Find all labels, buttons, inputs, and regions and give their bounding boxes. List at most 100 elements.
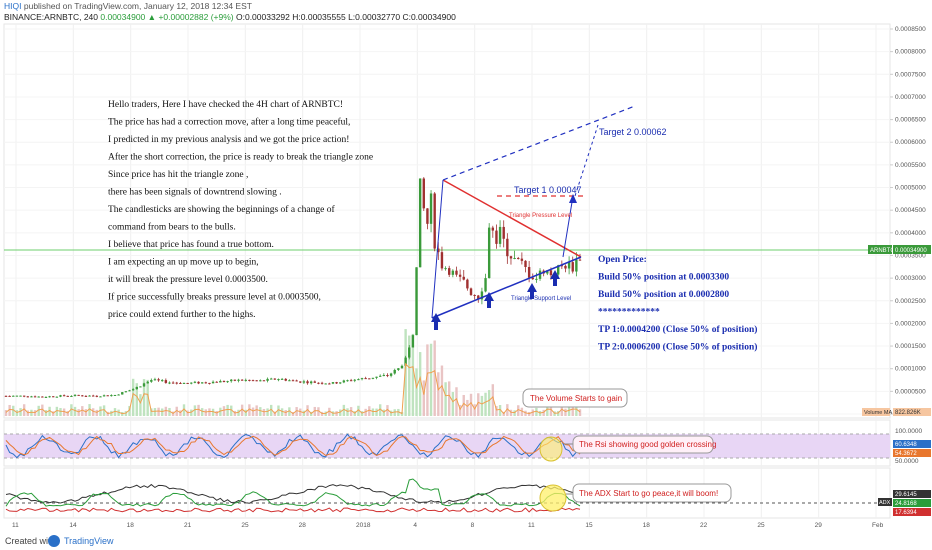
volume-bar xyxy=(88,404,91,416)
rsi-value-2-box xyxy=(893,449,931,457)
volume-bar xyxy=(411,333,415,416)
candle-body xyxy=(219,380,222,383)
candle-body xyxy=(161,380,164,382)
up-arrow-icon xyxy=(484,292,494,308)
footer: Created with TradingView xyxy=(0,532,932,550)
price-tick: 0.0006000 xyxy=(895,139,926,146)
candle-body xyxy=(270,378,273,380)
candle-body xyxy=(531,277,534,280)
adx-value-3: 17.6394 xyxy=(895,510,917,516)
volume-bar xyxy=(164,406,168,416)
candle-body xyxy=(175,382,178,384)
time-axis[interactable]: 11 14 18 21 25 28 2018 4 8 11 15 18 22 25 29 Feb xyxy=(12,522,884,529)
volume-bar xyxy=(230,405,233,416)
trade-plan-line: Open Price: xyxy=(598,255,647,265)
candle-body xyxy=(346,380,349,382)
candle-body xyxy=(157,379,160,381)
candle-body xyxy=(393,369,396,374)
adx-note-box[interactable] xyxy=(572,483,732,503)
candle-body xyxy=(113,394,117,396)
volume-bar xyxy=(382,409,386,416)
analysis-line: Hello traders, Here I have checked the 4… xyxy=(108,99,343,110)
tradingview-logo-icon[interactable] xyxy=(48,535,60,547)
candle-body xyxy=(215,381,218,383)
volume-note-box[interactable] xyxy=(522,388,628,408)
candle-body xyxy=(99,396,102,398)
chart-canvas[interactable]: Target 1 0.00047 Target 2 0.00062 Triang… xyxy=(0,0,932,532)
volume-bar xyxy=(346,408,349,416)
candle-body xyxy=(487,227,491,279)
candle-body xyxy=(313,381,316,383)
candle-body xyxy=(153,379,157,381)
target2-trendline[interactable] xyxy=(442,105,636,181)
author-name[interactable]: HIQI xyxy=(4,1,22,11)
rsi-tick-100: 100.0000 xyxy=(895,428,922,435)
time-tick: 18 xyxy=(127,522,135,529)
low-value: L:0.00032770 xyxy=(348,12,401,22)
triangle-pressure-line[interactable] xyxy=(442,179,582,258)
volume-bar xyxy=(404,329,407,416)
candle-body xyxy=(41,396,44,398)
price-tick: 0.0005500 xyxy=(895,162,926,169)
target1-label[interactable]: Target 1 0.00047 xyxy=(514,185,582,195)
candle-body xyxy=(26,396,29,398)
volume-bar xyxy=(22,404,26,416)
adx-pane[interactable] xyxy=(3,467,891,519)
candle-body xyxy=(469,288,473,295)
candle-body xyxy=(186,382,189,384)
volume-bar xyxy=(513,410,516,416)
rsi-value-2: 54.3672 xyxy=(895,451,917,457)
time-tick: 25 xyxy=(757,522,765,529)
target2-label[interactable]: Target 2 0.00062 xyxy=(599,127,667,137)
tradingview-brand[interactable]: TradingView xyxy=(64,536,114,546)
price-tick: 0.0007000 xyxy=(895,94,926,101)
volume-bar xyxy=(157,407,160,416)
volume-bar xyxy=(12,405,15,416)
symbol-tag-box xyxy=(868,245,892,254)
price-pane[interactable] xyxy=(3,23,891,419)
candle-body xyxy=(277,379,280,381)
analysis-line: The price has had a correction move, aft… xyxy=(108,117,350,128)
candle-body xyxy=(360,378,364,380)
adx-note: The ADX Start to go peace,it will boom! xyxy=(579,489,718,498)
candle-body xyxy=(415,267,418,336)
volume-bar xyxy=(433,340,436,416)
volume-bar xyxy=(280,408,284,416)
candle-body xyxy=(288,380,291,382)
volume-bar xyxy=(99,406,102,416)
volume-bar xyxy=(564,408,567,416)
support-label: Triangle Support Level xyxy=(511,296,571,302)
volume-bar xyxy=(59,408,62,416)
volume-bar xyxy=(578,409,582,416)
volume-bar xyxy=(240,404,244,416)
volume-bar xyxy=(299,408,302,416)
candle-body xyxy=(150,380,153,382)
volume-bar xyxy=(44,410,48,416)
price-tick: 0.0006500 xyxy=(895,117,926,124)
volume-bar xyxy=(386,405,389,416)
volume-bar xyxy=(393,409,396,416)
volume-bar xyxy=(342,404,346,416)
adx-value-1-box xyxy=(893,490,931,498)
price-axis[interactable]: 0.0008500 0.0008000 0.0007500 0.0007000 0.00… xyxy=(890,26,926,418)
trade-plan-line: Build 50% position at 0.0002800 xyxy=(598,290,729,300)
price-tick: 0.0005000 xyxy=(895,185,926,192)
volume-ma-value: 822.826K xyxy=(895,410,921,416)
volume-bar xyxy=(128,405,131,416)
volume-bar xyxy=(135,383,138,416)
volume-bar xyxy=(455,387,458,416)
candle-body xyxy=(230,379,233,382)
volume-bar xyxy=(208,408,211,416)
triangle-support-line[interactable] xyxy=(431,256,582,319)
candle-body xyxy=(440,252,444,269)
analysis-line: price could extend further to the highs. xyxy=(108,309,255,320)
volume-bar xyxy=(113,408,117,416)
volume-ma-tag: Volume MA xyxy=(864,410,892,416)
candle-body xyxy=(208,382,211,384)
candle-body xyxy=(280,378,284,380)
volume-bar xyxy=(509,409,513,416)
rsi-note-box[interactable] xyxy=(572,435,714,454)
volume-bar xyxy=(437,372,440,416)
volume-bar xyxy=(48,406,51,416)
last-price: 0.00034900 xyxy=(100,12,146,22)
